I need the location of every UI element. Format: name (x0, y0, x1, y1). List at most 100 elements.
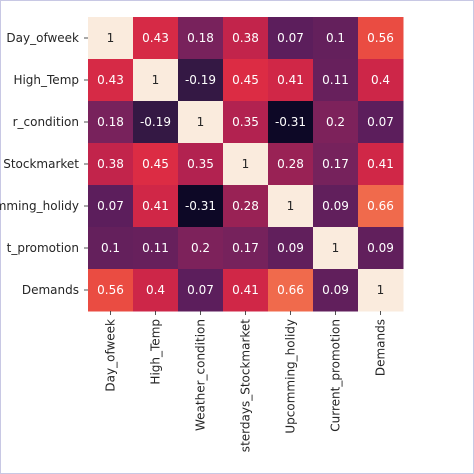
cell-value-label: 0.41 (232, 283, 259, 297)
cell-value-label: 0.2 (191, 241, 210, 255)
cell-value-label: 0.11 (142, 241, 169, 255)
cell-value-label: 0.28 (232, 199, 259, 213)
cell-value-label: 0.2 (326, 115, 345, 129)
heatmap-cell-weather-condition-demands (358, 101, 404, 144)
heatmap-cell-high-temp-weather-condition (178, 59, 224, 102)
cell-value-label: 0.4 (146, 283, 165, 297)
cell-value-label: -0.31 (275, 115, 306, 129)
cell-value-label: 1 (377, 283, 385, 297)
heatmap-cell-current-promotion-high-temp (133, 227, 179, 270)
heatmap-cell-upcomming-holidy-yesterdays-stockmarket (223, 185, 269, 228)
heatmap-cell-yesterdays-stockmarket-current-promotion (313, 143, 359, 186)
heatmap-cell-weather-condition-current-promotion (313, 101, 359, 144)
heatmap-cell-day-ofweek-yesterdays-stockmarket (223, 17, 269, 60)
cell-value-label: 0.07 (277, 31, 304, 45)
cell-value-label: 0.41 (277, 73, 304, 87)
cell-value-label: 0.43 (97, 73, 124, 87)
cell-value-label: 0.56 (97, 283, 124, 297)
heatmap-cell-weather-condition-yesterdays-stockmarket (223, 101, 269, 144)
heatmap-cell-demands-current-promotion (313, 269, 359, 312)
cell-value-label: 0.35 (232, 115, 259, 129)
heatmap-cell-yesterdays-stockmarket-weather-condition (178, 143, 224, 186)
cell-value-label: 0.17 (322, 157, 349, 171)
cell-value-label: 0.18 (97, 115, 124, 129)
heatmap-cell-day-ofweek-day-ofweek (88, 17, 134, 60)
y-tick-label: Demands (22, 283, 79, 297)
heatmap-cell-upcomming-holidy-weather-condition (178, 185, 224, 228)
cell-value-label: 0.09 (367, 241, 394, 255)
heatmap-cell-upcomming-holidy-demands (358, 185, 404, 228)
cell-value-label: 0.45 (142, 157, 169, 171)
heatmap-cell-upcomming-holidy-upcomming-holidy (268, 185, 314, 228)
cell-value-label: 0.41 (142, 199, 169, 213)
cell-value-label: 0.07 (187, 283, 214, 297)
heatmap-cell-current-promotion-upcomming-holidy (268, 227, 314, 270)
heatmap-cell-upcomming-holidy-high-temp (133, 185, 179, 228)
y-tick-label: t_promotion (7, 241, 79, 255)
heatmap-cell-day-ofweek-weather-condition (178, 17, 224, 60)
heatmap-cell-weather-condition-high-temp (133, 101, 179, 144)
heatmap-cell-weather-condition-weather-condition (178, 101, 224, 144)
heatmap-cell-yesterdays-stockmarket-demands (358, 143, 404, 186)
cell-value-label: 1 (332, 241, 340, 255)
heatmap-cell-high-temp-high-temp (133, 59, 179, 102)
cell-value-label: 0.09 (322, 199, 349, 213)
heatmap-cell-yesterdays-stockmarket-upcomming-holidy (268, 143, 314, 186)
heatmap-cell-demands-upcomming-holidy (268, 269, 314, 312)
y-tick-label: r_condition (13, 115, 79, 129)
heatmap-cell-demands-weather-condition (178, 269, 224, 312)
heatmap-cell-demands-high-temp (133, 269, 179, 312)
cell-value-label: -0.19 (140, 115, 171, 129)
x-tick-label: High_Temp (149, 319, 163, 385)
cell-value-label: 1 (152, 73, 160, 87)
heatmap-cell-upcomming-holidy-day-ofweek (88, 185, 134, 228)
heatmap-cell-upcomming-holidy-current-promotion (313, 185, 359, 228)
y-tick-label: Stockmarket (3, 157, 79, 171)
heatmap-cell-yesterdays-stockmarket-yesterdays-stockmarket (223, 143, 269, 186)
heatmap-cell-weather-condition-upcomming-holidy (268, 101, 314, 144)
heatmap-cell-day-ofweek-upcomming-holidy (268, 17, 314, 60)
cell-value-label: 1 (287, 199, 295, 213)
heatmap-cell-high-temp-current-promotion (313, 59, 359, 102)
y-tick-label: mming_holidy (0, 199, 79, 213)
cell-value-label: 0.45 (232, 73, 259, 87)
y-tick-label: Day_ofweek (6, 31, 79, 45)
heatmap-cell-yesterdays-stockmarket-high-temp (133, 143, 179, 186)
heatmap-cell-current-promotion-day-ofweek (88, 227, 134, 270)
x-tick-label: sterdays_Stockmarket (239, 319, 253, 452)
cell-value-label: 0.38 (97, 157, 124, 171)
heatmap-cell-demands-yesterdays-stockmarket (223, 269, 269, 312)
heatmap-cell-high-temp-day-ofweek (88, 59, 134, 102)
heatmap-cell-current-promotion-demands (358, 227, 404, 270)
cell-value-label: 1 (197, 115, 205, 129)
cell-value-label: 0.66 (367, 199, 394, 213)
heatmap-cell-current-promotion-weather-condition (178, 227, 224, 270)
x-tick-label: Current_promotion (329, 319, 343, 432)
cell-value-label: 0.66 (277, 283, 304, 297)
cell-value-label: 1 (107, 31, 115, 45)
cell-value-label: 0.28 (277, 157, 304, 171)
cell-value-label: 0.07 (97, 199, 124, 213)
heatmap-cell-high-temp-upcomming-holidy (268, 59, 314, 102)
cell-value-label: 0.09 (277, 241, 304, 255)
heatmap-cell-current-promotion-current-promotion (313, 227, 359, 270)
heatmap-cell-weather-condition-day-ofweek (88, 101, 134, 144)
x-tick-label: Upcomming_holidy (284, 319, 298, 434)
heatmap-cell-demands-demands (358, 269, 404, 312)
cell-value-label: 0.43 (142, 31, 169, 45)
cell-value-label: 0.11 (322, 73, 349, 87)
heatmap-cell-current-promotion-yesterdays-stockmarket (223, 227, 269, 270)
cell-value-label: 0.41 (367, 157, 394, 171)
cell-value-label: 0.18 (187, 31, 214, 45)
cell-value-label: 0.09 (322, 283, 349, 297)
x-tick-label: Weather_condition (194, 319, 208, 431)
cell-value-label: -0.19 (185, 73, 216, 87)
heatmap-cell-high-temp-demands (358, 59, 404, 102)
cell-value-label: 0.35 (187, 157, 214, 171)
cell-value-label: 0.17 (232, 241, 259, 255)
heatmap-cell-demands-day-ofweek (88, 269, 134, 312)
cell-value-label: 0.1 (326, 31, 345, 45)
cell-value-label: 0.38 (232, 31, 259, 45)
cell-value-label: 0.4 (371, 73, 390, 87)
